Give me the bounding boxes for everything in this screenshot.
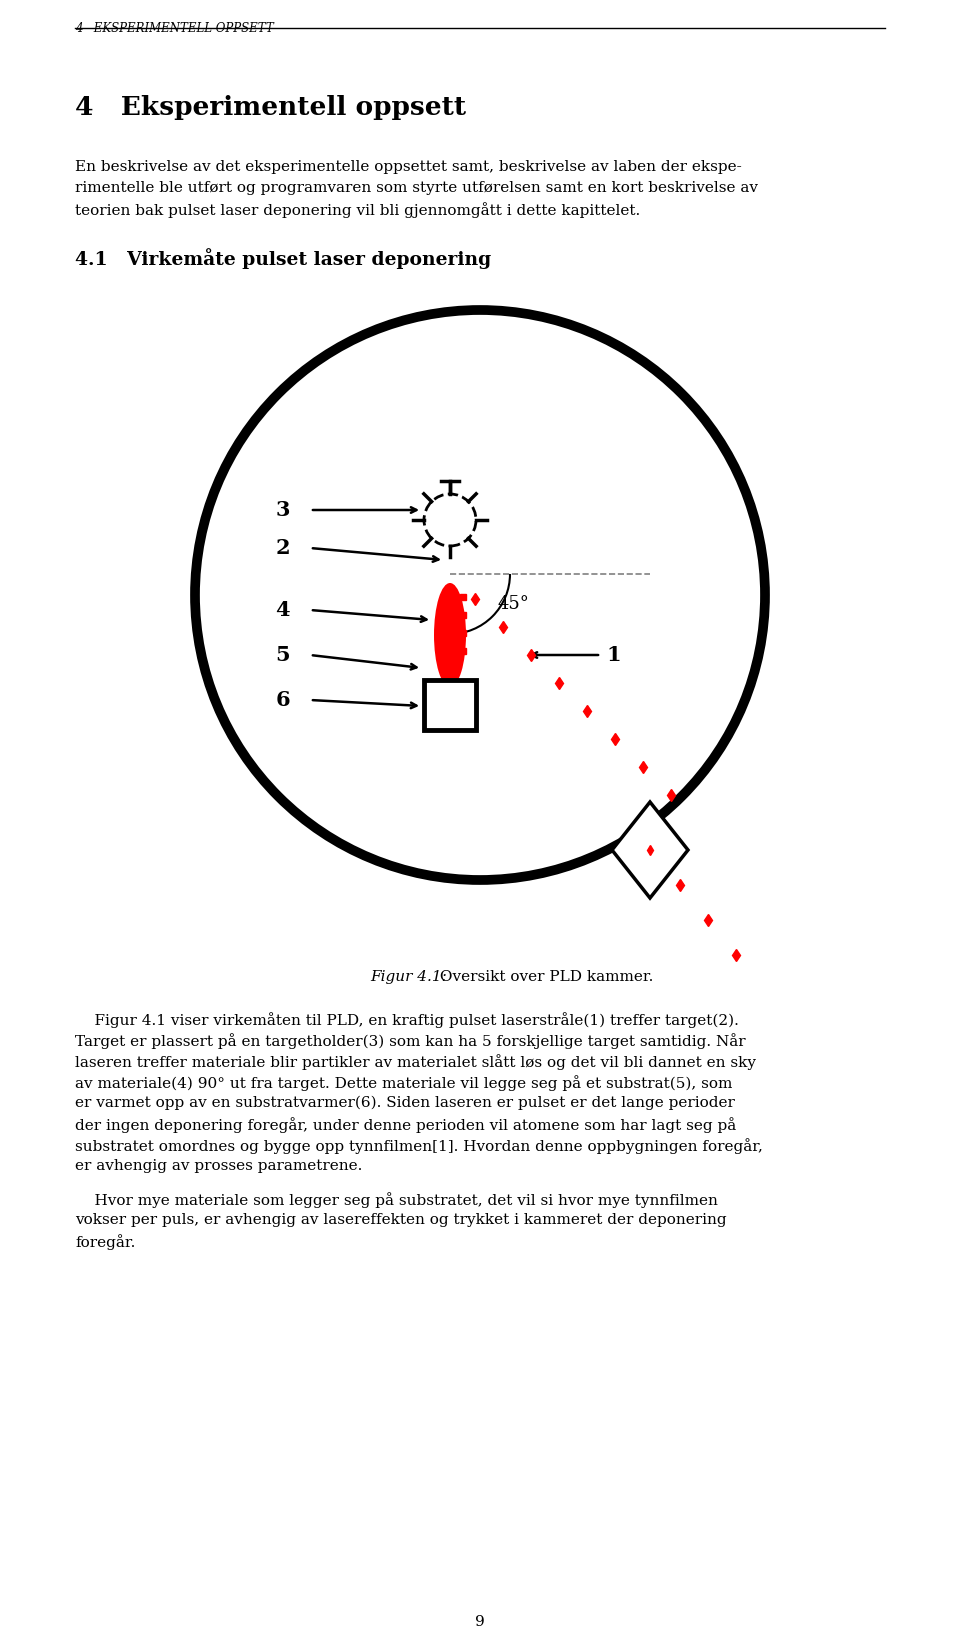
- Text: 4: 4: [276, 599, 290, 621]
- Text: 45°: 45°: [498, 594, 530, 612]
- Text: vokser per puls, er avhengig av lasereffekten og trykket i kammeret der deponeri: vokser per puls, er avhengig av lasereff…: [75, 1213, 727, 1227]
- Text: 9: 9: [475, 1616, 485, 1629]
- Text: 1: 1: [606, 645, 620, 665]
- Text: av materiale(4) 90° ut fra target. Dette materiale vil legge seg på et substrat(: av materiale(4) 90° ut fra target. Dette…: [75, 1076, 732, 1090]
- Text: Oversikt over PLD kammer.: Oversikt over PLD kammer.: [435, 970, 654, 984]
- Text: der ingen deponering foregår, under denne perioden vil atomene som har lagt seg : der ingen deponering foregår, under denn…: [75, 1117, 736, 1133]
- Text: 2: 2: [276, 539, 290, 558]
- Text: substratet omordnes og bygge opp tynnfilmen[1]. Hvordan denne oppbygningen foreg: substratet omordnes og bygge opp tynnfil…: [75, 1138, 763, 1154]
- Text: er varmet opp av en substratvarmer(6). Siden laseren er pulset er det lange peri: er varmet opp av en substratvarmer(6). S…: [75, 1095, 734, 1110]
- Text: 6: 6: [276, 690, 290, 709]
- Text: Hvor mye materiale som legger seg på substratet, det vil si hvor mye tynnfilmen: Hvor mye materiale som legger seg på sub…: [75, 1192, 718, 1209]
- Text: 4.1   Virkemåte pulset laser deponering: 4.1 Virkemåte pulset laser deponering: [75, 248, 492, 269]
- Text: En beskrivelse av det eksperimentelle oppsettet samt, beskrivelse av laben der e: En beskrivelse av det eksperimentelle op…: [75, 159, 742, 174]
- Text: laseren treffer materiale blir partikler av materialet slått løs og det vil bli : laseren treffer materiale blir partikler…: [75, 1054, 756, 1071]
- Text: 3: 3: [276, 501, 290, 521]
- Text: foregår.: foregår.: [75, 1235, 135, 1250]
- Text: 4   EKSPERIMENTELL OPPSETT: 4 EKSPERIMENTELL OPPSETT: [75, 21, 274, 34]
- Bar: [424, 680, 476, 731]
- Text: teorien bak pulset laser deponering vil bli gjennomgått i dette kapittelet.: teorien bak pulset laser deponering vil …: [75, 202, 640, 218]
- Ellipse shape: [434, 583, 466, 686]
- Text: Figur 4.1:: Figur 4.1:: [370, 970, 446, 984]
- Text: 5: 5: [276, 645, 290, 665]
- Text: er avhengig av prosses parametrene.: er avhengig av prosses parametrene.: [75, 1159, 362, 1172]
- Polygon shape: [612, 801, 688, 898]
- Text: 4   Eksperimentell oppsett: 4 Eksperimentell oppsett: [75, 95, 467, 120]
- Text: Figur 4.1 viser virkemåten til PLD, en kraftig pulset laserstråle(1) treffer tar: Figur 4.1 viser virkemåten til PLD, en k…: [75, 1011, 739, 1028]
- Text: Target er plassert på en targetholder(3) som kan ha 5 forskjellige target samtid: Target er plassert på en targetholder(3)…: [75, 1033, 746, 1049]
- Text: rimentelle ble utført og programvaren som styrte utførelsen samt en kort beskriv: rimentelle ble utført og programvaren so…: [75, 181, 758, 195]
- Circle shape: [424, 494, 476, 547]
